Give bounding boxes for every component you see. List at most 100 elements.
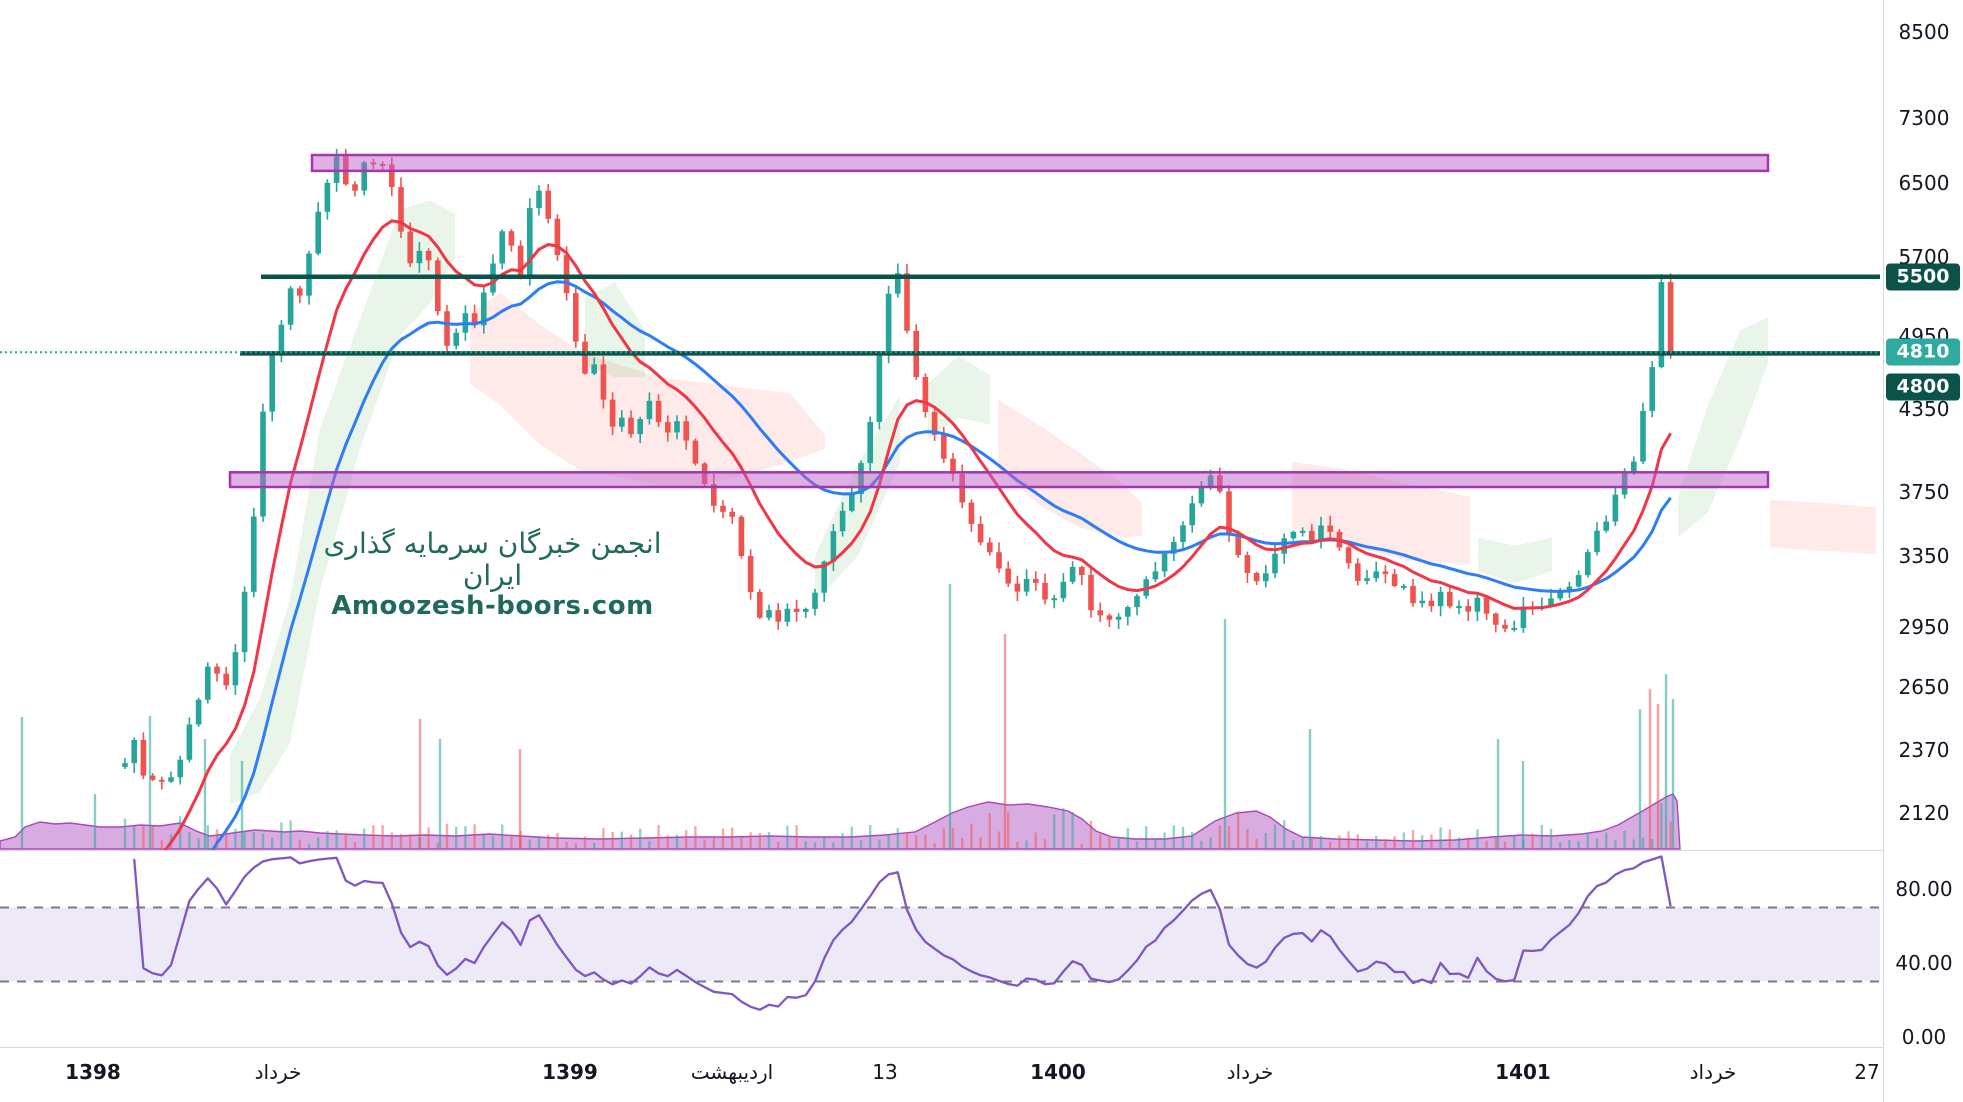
candle-body <box>1355 563 1361 581</box>
candle-body <box>674 421 680 433</box>
candle-body <box>784 608 791 622</box>
candle-body <box>131 740 137 764</box>
candle-body <box>830 531 837 562</box>
cloud-bearish <box>470 292 825 485</box>
time-tick-label: 13 <box>872 1060 898 1084</box>
price-label-badge: 4800 <box>1886 373 1960 401</box>
candle-body <box>1060 581 1067 599</box>
price-tick-label: 4350 <box>1898 396 1950 421</box>
candle-body <box>849 494 855 511</box>
candle-body <box>1152 571 1159 580</box>
price-pane-canvas[interactable] <box>0 0 1883 850</box>
ma-slow-line <box>210 280 1672 850</box>
candle-body <box>941 434 947 459</box>
candle-body <box>1373 571 1379 579</box>
candle-body <box>931 412 938 435</box>
candle-body <box>122 763 128 768</box>
candle-body <box>738 516 745 556</box>
watermark-line-1: انجمن خبرگان سرمایه گذاری ایران <box>323 527 662 593</box>
candle-body <box>922 377 929 412</box>
price-axis[interactable]: 8500 7300 6500 5700 4950 4350 3750 3350 2950 2650… <box>1883 0 1963 1102</box>
candle-body <box>766 610 772 618</box>
cloud-bullish <box>928 355 990 440</box>
candle-body <box>1410 585 1416 604</box>
time-tick-label: 1398 <box>65 1060 121 1084</box>
candle-body <box>1585 552 1591 576</box>
volume-area <box>0 793 1681 850</box>
candle-body <box>324 182 331 212</box>
price-label-badge: 5500 <box>1886 263 1960 291</box>
candle-body <box>1575 575 1582 587</box>
candle-body <box>1382 571 1389 575</box>
candle-body <box>1180 525 1186 542</box>
time-tick-label: خرداد <box>1689 1060 1737 1084</box>
watermark-line-2: Amoozesh-boors.com <box>331 591 654 622</box>
candle-body <box>600 364 607 400</box>
candle-body <box>996 552 1002 569</box>
time-tick-label: 27 <box>1854 1060 1880 1084</box>
time-axis[interactable]: 1398 خرداد 1399 اردیبهشت 13 1400 خرداد 1401 خردا… <box>0 1048 1963 1102</box>
candle-body <box>545 190 551 219</box>
candle-body <box>1447 591 1453 607</box>
price-label-badge: 4810 <box>1886 338 1960 366</box>
candle-body <box>1309 530 1315 541</box>
supply-demand-zone[interactable] <box>228 471 1770 489</box>
candle-body <box>1391 574 1398 586</box>
candle-body <box>1051 598 1057 601</box>
candle-body <box>241 591 248 653</box>
candle-body <box>536 190 542 208</box>
candle-body <box>1134 595 1140 608</box>
candle-body <box>425 250 432 261</box>
candle-body <box>1033 578 1039 583</box>
rsi-pane-canvas[interactable] <box>0 851 1883 1047</box>
candle-body <box>1649 367 1655 411</box>
candle-body <box>1235 535 1241 556</box>
pane-separator[interactable] <box>0 850 1963 851</box>
candle-body <box>563 255 570 294</box>
cloud-bearish <box>998 399 1142 538</box>
candle-body <box>1005 568 1011 584</box>
candle-body <box>435 260 441 312</box>
rsi-tick-label: 40.00 <box>1895 951 1953 975</box>
candle-body <box>1502 624 1508 629</box>
candle-body <box>159 779 165 782</box>
price-tick-label: 2120 <box>1898 800 1950 825</box>
price-tick-label: 2650 <box>1898 675 1950 700</box>
candle-body <box>1667 282 1674 353</box>
candle-body <box>287 288 294 325</box>
price-tick-label: 3350 <box>1898 543 1950 568</box>
candle-body <box>1456 606 1462 608</box>
candle-body <box>1437 591 1444 607</box>
candle-body <box>1069 567 1076 582</box>
time-tick-label: خرداد <box>1226 1060 1274 1084</box>
candle-body <box>195 699 202 725</box>
candle-body <box>1327 525 1333 532</box>
candle-body <box>1189 503 1195 526</box>
candle-body <box>297 288 303 296</box>
candle-body <box>1364 578 1370 581</box>
candle-body <box>1079 567 1085 575</box>
candle-body <box>1612 494 1619 522</box>
candle-body <box>747 556 754 592</box>
candle-body <box>407 231 413 264</box>
candle-body <box>453 332 459 346</box>
candle-body <box>398 187 404 232</box>
candle-body <box>977 523 984 543</box>
candle-body <box>1658 282 1665 368</box>
candle-body <box>278 324 285 353</box>
candle-body <box>416 250 423 264</box>
candle-body <box>361 162 367 191</box>
watermark: انجمن خبرگان سرمایه گذاری ایران Amoozesh… <box>295 527 690 622</box>
candle-body <box>517 245 524 276</box>
ma-fast-line <box>163 219 1672 850</box>
candle-body <box>683 421 689 441</box>
candle-body <box>812 592 818 609</box>
cloud-bearish <box>1770 499 1876 554</box>
candle-body <box>1474 597 1481 612</box>
candle-body <box>720 505 726 512</box>
candle-body <box>821 561 827 593</box>
supply-demand-zone[interactable] <box>310 153 1770 173</box>
candle-body <box>1161 553 1168 572</box>
cloud-bullish <box>815 396 900 603</box>
time-tick-label: 1401 <box>1495 1060 1551 1084</box>
